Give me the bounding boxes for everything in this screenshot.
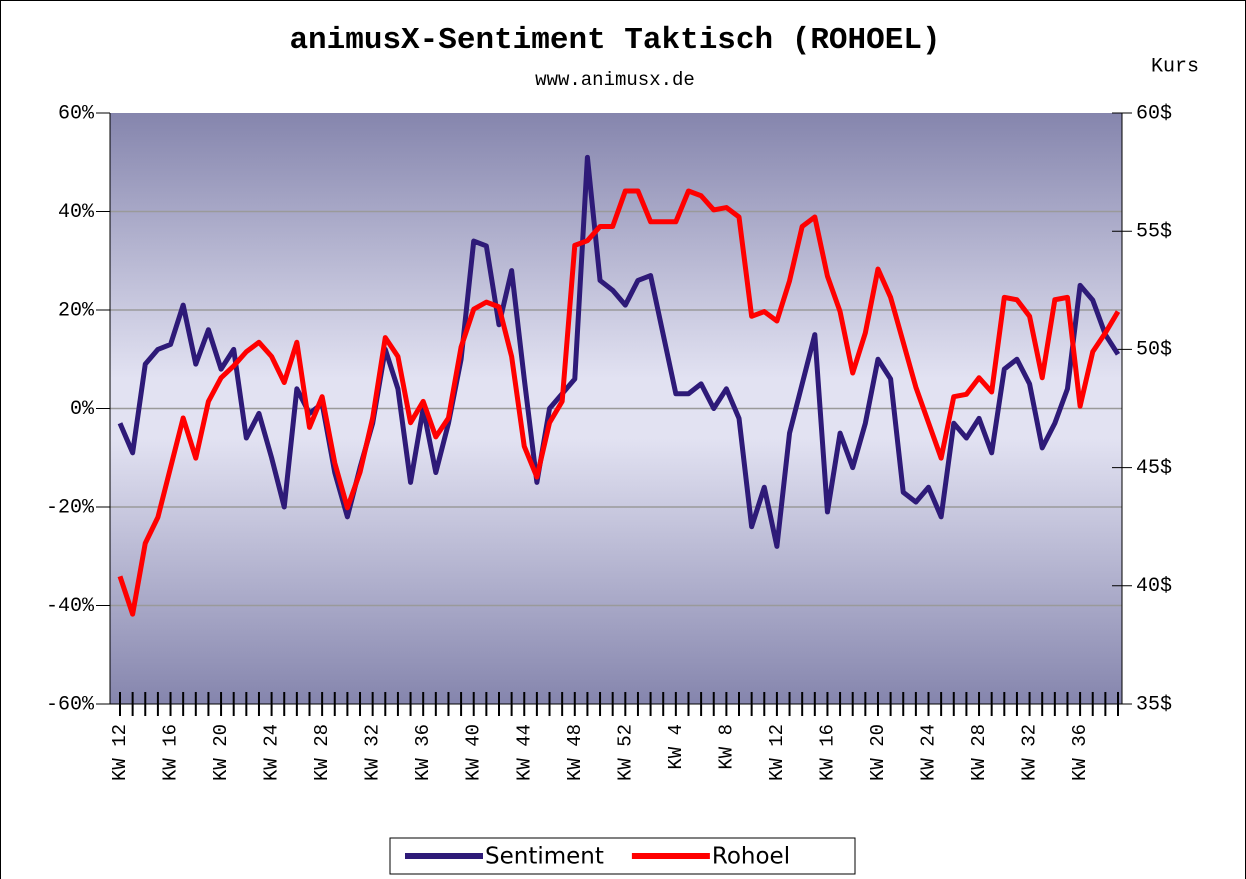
x-tick-label: KW 32 [1019,724,1041,781]
y2-tick-label: 40$ [1136,575,1172,598]
x-tick-label: KW 16 [816,724,838,781]
chart-title: animusX-Sentiment Taktisch (ROHOEL) [289,23,940,58]
x-tick-label: KW 20 [210,724,232,781]
x-tick-label: KW 4 [665,724,687,770]
series-line [117,188,1121,617]
x-tick-label: KW 16 [160,724,182,781]
x-tick-label: KW 44 [513,724,535,781]
y2-axis-label: Kurs [1151,55,1199,78]
y2-tick-label: 50$ [1136,339,1172,362]
legend [389,837,856,875]
chart-subtitle: www.animusx.de [535,69,695,91]
x-tick-label: KW 28 [968,724,990,781]
series-line [117,154,1121,549]
y-tick-label: -20% [46,496,95,519]
x-tick-label: KW 24 [918,724,940,781]
x-tick-label: KW 12 [766,724,788,781]
legend-label: Rohoel [712,844,790,870]
x-tick-label: KW 36 [412,724,434,781]
y-tick-label: 20% [58,299,95,322]
x-tick-label: KW 12 [109,724,131,781]
x-tick-label: KW 40 [463,724,485,781]
x-tick-label: KW 24 [261,724,283,781]
legend-label: Sentiment [485,844,604,870]
y2-tick-label: 55$ [1136,220,1172,243]
x-tick-label: KW 20 [867,724,889,781]
x-tick-label: KW 28 [311,724,333,781]
y-tick-label: -60% [46,693,95,716]
y2-tick-label: 60$ [1136,102,1172,125]
y-tick-label: 40% [58,201,95,224]
x-tick-label: KW 8 [715,724,737,770]
y-tick-label: 60% [58,102,95,125]
x-tick-label: KW 32 [362,724,384,781]
y-tick-label: 0% [70,398,95,421]
y2-tick-label: 45$ [1136,457,1172,480]
y2-tick-label: 35$ [1136,693,1172,716]
x-tick-label: KW 36 [1069,724,1091,781]
x-tick-label: KW 52 [614,724,636,781]
y-tick-label: -40% [46,595,95,618]
x-tick-label: KW 48 [564,724,586,781]
